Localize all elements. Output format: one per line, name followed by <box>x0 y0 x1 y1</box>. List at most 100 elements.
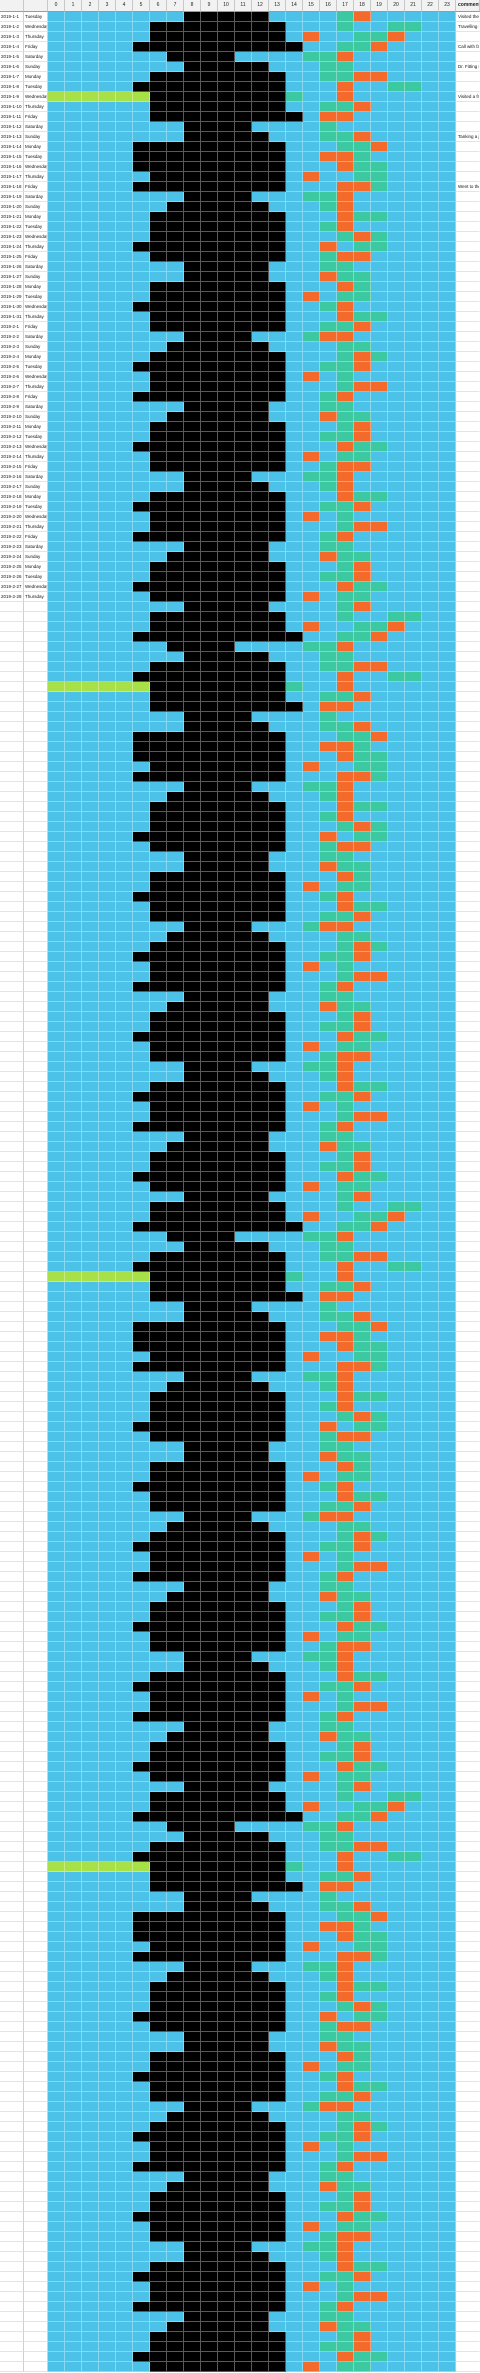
hour-cell[interactable] <box>388 122 405 132</box>
hour-cell[interactable] <box>201 982 218 992</box>
hour-cell[interactable] <box>235 842 252 852</box>
hour-cell[interactable] <box>48 832 65 842</box>
hour-cell[interactable] <box>82 552 99 562</box>
hour-cell[interactable] <box>65 962 82 972</box>
hour-cell[interactable] <box>99 662 116 672</box>
hour-cell[interactable] <box>65 622 82 632</box>
hour-cell[interactable] <box>320 652 337 662</box>
hour-cell[interactable] <box>354 182 371 192</box>
hour-cell[interactable] <box>48 412 65 422</box>
hour-cell[interactable] <box>235 172 252 182</box>
comment-cell[interactable] <box>456 492 480 502</box>
hour-cell[interactable] <box>82 322 99 332</box>
hour-cell[interactable] <box>422 282 439 292</box>
day-cell[interactable]: Tuesday <box>24 432 48 442</box>
hour-cell[interactable] <box>201 392 218 402</box>
date-cell[interactable]: 2019-1-11 <box>0 112 24 122</box>
day-cell[interactable] <box>24 632 48 642</box>
hour-cell[interactable] <box>218 102 235 112</box>
hour-cell[interactable] <box>150 22 167 32</box>
hour-cell[interactable] <box>337 332 354 342</box>
hour-cell[interactable] <box>167 722 184 732</box>
hour-cell[interactable] <box>133 502 150 512</box>
hour-cell[interactable] <box>116 812 133 822</box>
comment-cell[interactable] <box>456 422 480 432</box>
comment-cell[interactable] <box>456 872 480 882</box>
hour-cell[interactable] <box>167 232 184 242</box>
hour-cell[interactable] <box>354 622 371 632</box>
hour-cell[interactable] <box>65 202 82 212</box>
hour-cell[interactable] <box>116 782 133 792</box>
hour-cell[interactable] <box>235 852 252 862</box>
hour-cell[interactable] <box>337 372 354 382</box>
hour-cell[interactable] <box>218 632 235 642</box>
hour-cell[interactable] <box>116 822 133 832</box>
hour-cell[interactable] <box>286 982 303 992</box>
hour-cell[interactable] <box>65 432 82 442</box>
hour-cell[interactable] <box>320 842 337 852</box>
hour-cell[interactable] <box>99 692 116 702</box>
hour-cell[interactable] <box>48 432 65 442</box>
hour-cell[interactable] <box>388 42 405 52</box>
hour-cell[interactable] <box>150 282 167 292</box>
hour-cell[interactable] <box>422 672 439 682</box>
hour-cell[interactable] <box>150 1002 167 1012</box>
hour-cell[interactable] <box>65 412 82 422</box>
date-cell[interactable] <box>0 882 24 892</box>
hour-cell[interactable] <box>422 952 439 962</box>
hour-cell[interactable] <box>320 662 337 672</box>
hour-cell[interactable] <box>252 182 269 192</box>
hour-cell[interactable] <box>82 572 99 582</box>
hour-cell[interactable] <box>184 882 201 892</box>
hour-cell[interactable] <box>405 342 422 352</box>
hour-cell[interactable] <box>354 252 371 262</box>
hour-cell[interactable] <box>405 932 422 942</box>
hour-cell[interactable] <box>184 872 201 882</box>
hour-cell[interactable] <box>235 1022 252 1032</box>
date-cell[interactable] <box>0 912 24 922</box>
hour-cell[interactable] <box>388 82 405 92</box>
hour-cell[interactable] <box>201 852 218 862</box>
hour-cell[interactable] <box>286 402 303 412</box>
hour-cell[interactable] <box>99 152 116 162</box>
hour-cell[interactable] <box>303 892 320 902</box>
hour-cell[interactable] <box>99 742 116 752</box>
hour-cell[interactable] <box>133 512 150 522</box>
hour-cell[interactable] <box>252 582 269 592</box>
hour-cell[interactable] <box>116 22 133 32</box>
hour-cell[interactable] <box>422 992 439 1002</box>
hour-cell[interactable] <box>354 672 371 682</box>
comment-cell[interactable] <box>456 322 480 332</box>
hour-cell[interactable] <box>388 542 405 552</box>
hour-cell[interactable] <box>320 682 337 692</box>
hour-cell[interactable] <box>184 192 201 202</box>
hour-cell[interactable] <box>150 12 167 22</box>
hour-cell[interactable] <box>371 322 388 332</box>
hour-cell[interactable] <box>235 682 252 692</box>
hour-cell[interactable] <box>201 612 218 622</box>
hour-cell[interactable] <box>354 172 371 182</box>
hour-cell[interactable] <box>82 912 99 922</box>
hour-cell[interactable] <box>116 682 133 692</box>
hour-cell[interactable] <box>82 642 99 652</box>
hour-cell[interactable] <box>99 992 116 1002</box>
day-cell[interactable]: Friday <box>24 42 48 52</box>
hour-cell[interactable] <box>320 982 337 992</box>
day-cell[interactable] <box>24 862 48 872</box>
hour-cell[interactable] <box>320 202 337 212</box>
hour-cell[interactable] <box>99 872 116 882</box>
hour-cell[interactable] <box>286 972 303 982</box>
date-cell[interactable]: 2019-2-28 <box>0 592 24 602</box>
hour-cell[interactable] <box>269 952 286 962</box>
hour-cell[interactable] <box>303 792 320 802</box>
comment-cell[interactable] <box>456 662 480 672</box>
hour-cell[interactable] <box>405 872 422 882</box>
hour-cell[interactable] <box>286 862 303 872</box>
hour-cell[interactable] <box>303 92 320 102</box>
hour-cell[interactable] <box>150 752 167 762</box>
hour-cell[interactable] <box>405 52 422 62</box>
hour-cell[interactable] <box>184 962 201 972</box>
hour-cell[interactable] <box>405 732 422 742</box>
hour-cell[interactable] <box>65 812 82 822</box>
hour-cell[interactable] <box>235 732 252 742</box>
